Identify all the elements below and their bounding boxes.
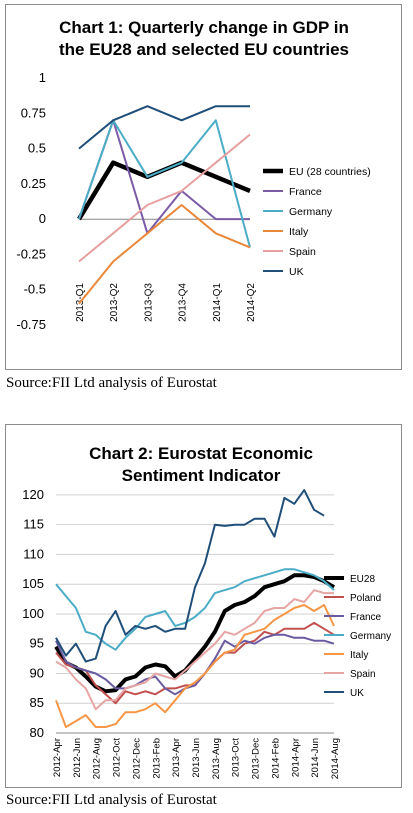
chart2-legend-label-5: Spain — [350, 669, 376, 680]
chart-1-source: Source:FII Ltd analysis of Eurostat — [6, 375, 217, 391]
chart2-xtick-label-9: 2013-Oct — [231, 738, 242, 777]
chart2-xtick-label-10: 2013-Dec — [251, 738, 262, 779]
chart2-legend-label-1: Poland — [350, 593, 381, 604]
chart2-title-line-1: Sentiment Indicator — [122, 466, 281, 485]
chart2-ytick-label-0: 120 — [22, 487, 44, 502]
chart1-series-line-5 — [78, 105, 250, 150]
chart1-xtick-label-1: 2013-Q2 — [109, 283, 120, 322]
chart2-ytick-label-7: 85 — [30, 695, 44, 710]
chart1-legend-label-3: Italy — [289, 226, 309, 238]
chart2-series-line-5 — [55, 589, 334, 711]
chart2-xtick-label-1: 2012-Jun — [72, 738, 83, 778]
chart2-series-line-3 — [55, 568, 335, 651]
chart2-xtick-label-13: 2014-Jun — [310, 738, 321, 778]
chart2-ytick-label-4: 100 — [22, 606, 44, 621]
chart1-ytick-label-4: 0 — [39, 211, 46, 226]
chart2-xtick-label-5: 2013-Feb — [151, 738, 162, 779]
chart1-series-line-2 — [78, 119, 251, 248]
chart1-ytick-label-7: -0.75 — [16, 317, 46, 332]
chart-2: Chart 2: Eurostat Economic Sentiment Indi… — [22, 444, 391, 779]
chart2-legend-label-3: Germany — [350, 631, 391, 642]
chart1-legend-label-4: Spain — [289, 246, 316, 258]
chart2-ytick-label-1: 115 — [23, 517, 44, 532]
chart1-legend-label-2: Germany — [289, 206, 333, 218]
chart1-ytick-label-3: 0.25 — [21, 176, 46, 191]
chart-2-frame: Chart 2: Eurostat Economic Sentiment Indi… — [5, 424, 402, 788]
chart2-ytick-label-8: 80 — [30, 725, 44, 740]
chart1-xtick-label-5: 2014-Q2 — [246, 283, 257, 322]
chart-1-frame: Chart 1: Quarterly change in GDP in the E… — [5, 4, 402, 370]
chart1-xtick-label-3: 2013-Q4 — [178, 283, 189, 322]
chart2-ytick-label-6: 90 — [30, 665, 44, 680]
chart2-legend-label-0: EU28 — [350, 574, 375, 585]
chart-1: Chart 1: Quarterly change in GDP in the E… — [16, 18, 371, 332]
chart2-title-line-0: Chart 2: Eurostat Economic — [89, 444, 313, 463]
chart2-legend-label-6: UK — [350, 688, 364, 699]
chart1-ytick-label-0: 1 — [39, 70, 46, 85]
chart1-series-line-4 — [78, 133, 251, 263]
chart2-series-line-4 — [55, 604, 335, 728]
chart2-xtick-label-4: 2012-Dec — [131, 738, 142, 779]
chart2-series-line-2 — [55, 633, 335, 696]
chart2-xtick-label-8: 2013-Aug — [211, 738, 222, 779]
chart2-series-line-1 — [55, 621, 335, 705]
chart2-xtick-label-6: 2013-Apr — [171, 738, 182, 777]
chart2-xtick-label-12: 2014-Apr — [290, 738, 301, 777]
chart2-xtick-label-3: 2012-Oct — [112, 738, 123, 777]
chart2-ytick-label-2: 110 — [23, 546, 44, 561]
chart1-ytick-label-1: 0.75 — [21, 105, 46, 120]
chart1-xtick-label-2: 2013-Q3 — [143, 283, 154, 322]
chart2-xtick-label-11: 2014-Feb — [270, 738, 281, 779]
chart2-series-line-0 — [54, 573, 336, 694]
chart2-xtick-label-2: 2012-Aug — [92, 738, 103, 779]
chart2-series-line-6 — [55, 489, 325, 663]
chart2-xtick-label-7: 2013-Jun — [191, 738, 202, 778]
chart2-ytick-label-5: 95 — [30, 636, 44, 651]
chart1-xtick-label-4: 2014-Q1 — [212, 283, 223, 322]
chart2-ytick-label-3: 105 — [22, 576, 44, 591]
chart1-legend-label-1: France — [289, 186, 322, 198]
chart1-ytick-label-6: -0.5 — [24, 282, 46, 297]
chart1-title-line-1: the EU28 and selected EU countries — [59, 40, 349, 59]
chart1-legend-label-5: UK — [289, 266, 304, 278]
chart2-legend-label-4: Italy — [350, 650, 368, 661]
chart2-xtick-label-0: 2012-Apr — [52, 738, 63, 777]
chart1-series-line-3 — [78, 204, 251, 305]
chart1-title-line-0: Chart 1: Quarterly change in GDP in — [59, 18, 349, 37]
chart1-legend-label-0: EU (28 countries) — [289, 166, 371, 178]
chart-2-source: Source:FII Ltd analysis of Eurostat — [6, 792, 217, 808]
chart1-ytick-label-5: -0.25 — [16, 246, 46, 261]
chart2-xtick-label-14: 2014-Aug — [330, 738, 341, 779]
chart2-legend-label-2: France — [350, 612, 382, 623]
chart1-ytick-label-2: 0.5 — [28, 141, 46, 156]
